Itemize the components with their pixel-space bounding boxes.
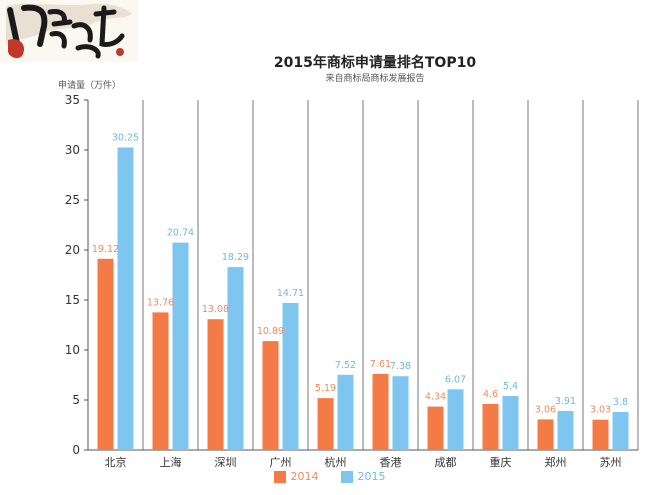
bar-value-label-2014: 19.12: [92, 244, 119, 255]
x-tick-label: 上海: [160, 455, 182, 469]
legend-label: 2015: [357, 470, 386, 483]
x-tick-label: 北京: [105, 455, 127, 469]
bar-2015: [392, 376, 409, 450]
x-tick-label: 苏州: [600, 456, 622, 469]
y-tick-label: 5: [72, 393, 80, 407]
bar-2014: [152, 312, 169, 450]
bar-value-label-2014: 4.6: [483, 389, 498, 400]
legend-item-2015: 2015: [340, 470, 386, 483]
bar-value-label-2015: 5.4: [503, 381, 518, 392]
chart-subtitle: 来自商标局商标发展报告: [325, 74, 425, 84]
bar-2015: [282, 302, 299, 450]
bar-2015: [337, 374, 354, 450]
y-tick-label: 20: [65, 243, 80, 257]
x-tick-label: 杭州: [325, 455, 347, 469]
bar-2014: [537, 419, 554, 450]
bar-value-label-2015: 3.91: [555, 396, 576, 407]
bar-2014: [427, 406, 444, 450]
bar-value-label-2014: 4.34: [425, 392, 446, 403]
y-tick-label: 15: [65, 293, 80, 307]
legend-swatch: [273, 470, 286, 483]
x-tick-label: 成都: [435, 456, 457, 469]
bar-value-label-2015: 7.52: [335, 360, 356, 371]
x-tick-label: 郑州: [545, 455, 567, 469]
bar-value-label-2014: 13.08: [202, 304, 229, 315]
y-tick-label: 10: [65, 343, 80, 357]
x-axis-ticks: 北京 上海 深圳 广州 杭州 香港 成都 重庆 郑州 苏州: [105, 455, 622, 469]
legend-swatch: [340, 470, 353, 483]
y-axis-ticks: 0 5 10 15 20 25 30 35: [65, 93, 88, 457]
bar-value-label-2015: 14.71: [277, 288, 304, 299]
legend: 2014 2015: [0, 470, 659, 483]
bar-2014: [592, 419, 609, 450]
bar-value-label-2015: 20.74: [167, 228, 194, 239]
bar-value-label-2014: 10.89: [257, 326, 284, 337]
legend-label: 2014: [290, 470, 319, 483]
bar-2015: [447, 389, 464, 450]
bar-value-label-2015: 30.25: [112, 133, 139, 144]
y-tick-label: 35: [65, 93, 80, 107]
bar-value-label-2015: 3.8: [613, 397, 628, 408]
bar-2015: [117, 147, 134, 450]
bar-2015: [557, 410, 574, 450]
bar-value-label-2014: 3.06: [535, 404, 556, 415]
legend-item-2014: 2014: [273, 470, 319, 483]
y-axis-label: 申请量（万件）: [58, 81, 122, 91]
bar-2015: [612, 412, 629, 450]
bar-2014: [482, 404, 499, 450]
y-tick-label: 30: [65, 143, 80, 157]
bar-2014: [97, 258, 114, 450]
bar-value-label-2014: 5.19: [315, 383, 336, 394]
bar-2015: [172, 242, 189, 450]
bar-2014: [262, 341, 279, 450]
bar-2014: [207, 319, 224, 450]
bar-value-label-2014: 13.76: [147, 297, 174, 308]
bar-value-label-2014: 3.03: [590, 405, 611, 416]
bar-2014: [317, 398, 334, 450]
chart-title: 2015年商标申请量排名TOP10: [273, 55, 477, 71]
bars-layer: [97, 147, 629, 450]
bar-value-label-2015: 18.29: [222, 252, 249, 263]
x-tick-label: 广州: [270, 456, 292, 469]
bar-2015: [227, 267, 244, 450]
calligraphy-logo-icon: [0, 0, 138, 62]
bar-value-label-2014: 7.61: [370, 359, 391, 370]
bar-value-label-2015: 7.38: [390, 361, 411, 372]
x-tick-label: 香港: [380, 456, 402, 469]
bar-2015: [502, 396, 519, 450]
x-tick-label: 深圳: [215, 456, 237, 469]
bar-2014: [372, 373, 389, 450]
y-tick-label: 0: [72, 443, 80, 457]
y-tick-label: 25: [65, 193, 80, 207]
bar-value-label-2015: 6.07: [445, 374, 466, 385]
x-tick-label: 重庆: [490, 455, 512, 469]
